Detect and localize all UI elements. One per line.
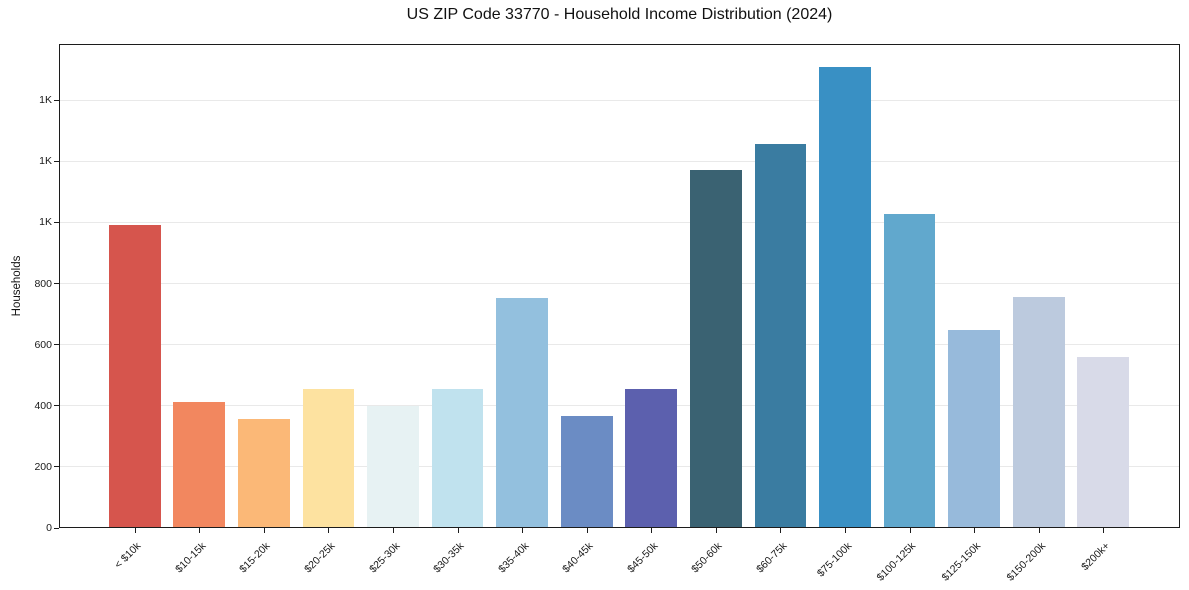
x-tick (651, 528, 653, 533)
y-tick-label: 800 (34, 277, 52, 290)
y-tick-label: 1K (39, 94, 52, 107)
bar--30-35k (431, 388, 484, 527)
y-tick (54, 344, 59, 346)
bar--25-30k (367, 406, 419, 527)
x-tick (1103, 528, 1105, 533)
gridline (60, 466, 1179, 468)
y-tick (54, 160, 59, 162)
bar--150-200k (1012, 296, 1065, 527)
bar--10-15k (173, 401, 226, 527)
y-tick-label: 0 (46, 522, 52, 534)
bar--20-25k (302, 388, 355, 527)
y-tick-label: 400 (34, 399, 52, 412)
chart-title: US ZIP Code 33770 - Household Income Dis… (406, 6, 833, 23)
gridline (60, 344, 1179, 346)
y-tick-label: 1K (39, 216, 52, 229)
x-tick (1038, 528, 1040, 533)
gridline (60, 160, 1179, 162)
bar--15-20k (238, 419, 290, 527)
bar--200k+ (1077, 357, 1130, 527)
x-tick (328, 528, 330, 533)
x-tick (845, 528, 846, 533)
x-tick (199, 528, 201, 533)
bar--40-45k (560, 416, 613, 527)
y-tick (54, 221, 59, 223)
x-tick (715, 528, 717, 533)
x-tick (522, 528, 524, 533)
x-tick (780, 528, 782, 533)
bar--50-60k (690, 170, 742, 527)
gridline (60, 99, 1179, 101)
x-tick (392, 528, 394, 533)
bar--45-50k (625, 388, 678, 527)
x-tick (457, 528, 459, 533)
bar--100-125k (883, 213, 936, 527)
x-tick (263, 528, 265, 533)
x-tick (909, 528, 911, 533)
gridline (60, 283, 1179, 285)
y-tick-label: 600 (34, 338, 52, 351)
x-tick (974, 528, 976, 533)
y-tick (54, 405, 59, 407)
y-tick (54, 99, 59, 101)
bar--60-75k (754, 144, 807, 527)
x-tick-label-text: $200k+ (1079, 540, 1113, 574)
gridline (60, 405, 1179, 407)
bar--10k (108, 224, 161, 527)
y-tick (54, 527, 59, 529)
y-tick-label: 1K (39, 155, 52, 168)
gridline (60, 221, 1179, 223)
bar--75-100k (819, 66, 871, 527)
x-tick (134, 528, 136, 533)
plot-area (59, 44, 1180, 528)
y-tick (54, 283, 59, 285)
bar--125-150k (948, 329, 1000, 527)
x-tick (586, 528, 588, 533)
x-tick-label: $200k+ (884, 536, 1112, 573)
bar--35-40k (496, 297, 548, 527)
y-tick-label: 200 (34, 460, 52, 473)
y-tick (54, 466, 59, 468)
